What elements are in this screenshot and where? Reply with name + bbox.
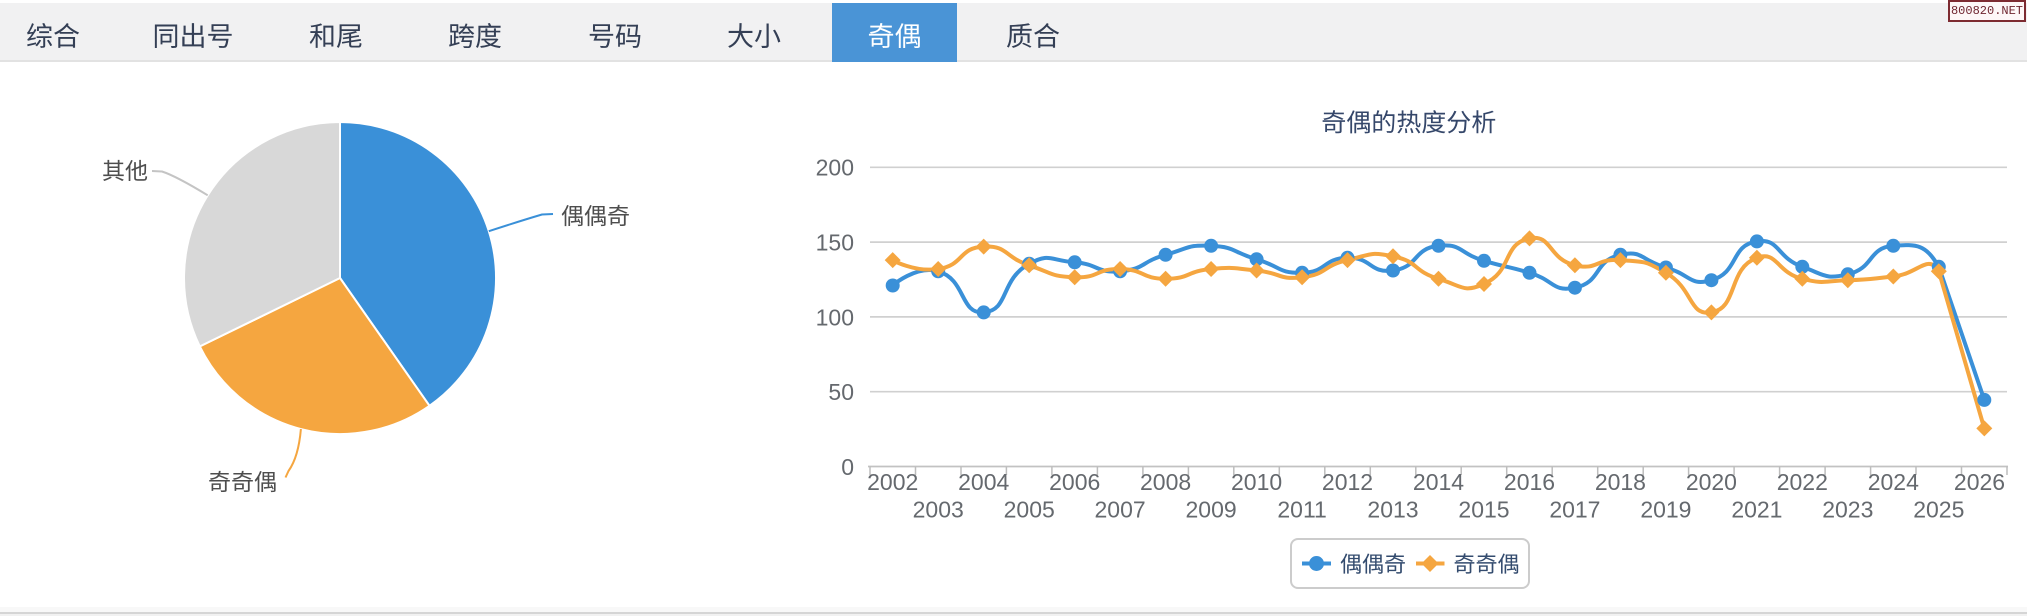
svg-text:2016: 2016: [1504, 469, 1555, 495]
svg-text:2025: 2025: [1913, 497, 1964, 523]
svg-text:2023: 2023: [1822, 497, 1873, 523]
svg-text:2002: 2002: [867, 469, 918, 495]
svg-text:150: 150: [816, 230, 854, 256]
svg-text:2026: 2026: [1954, 469, 2005, 495]
svg-text:0: 0: [841, 454, 854, 480]
svg-text:2012: 2012: [1322, 469, 1373, 495]
svg-text:2020: 2020: [1686, 469, 1737, 495]
svg-text:2004: 2004: [958, 469, 1009, 495]
svg-text:2021: 2021: [1731, 497, 1782, 523]
svg-text:2024: 2024: [1868, 469, 1919, 495]
svg-text:2017: 2017: [1549, 497, 1600, 523]
svg-text:2015: 2015: [1458, 497, 1509, 523]
svg-text:2011: 2011: [1277, 497, 1326, 523]
svg-text:2006: 2006: [1049, 469, 1100, 495]
svg-text:100: 100: [816, 304, 854, 330]
svg-text:2005: 2005: [1004, 497, 1055, 523]
svg-text:2014: 2014: [1413, 469, 1464, 495]
svg-text:2010: 2010: [1231, 469, 1282, 495]
svg-text:2018: 2018: [1595, 469, 1646, 495]
svg-text:2009: 2009: [1186, 497, 1237, 523]
svg-text:200: 200: [816, 155, 854, 181]
svg-text:2008: 2008: [1140, 469, 1191, 495]
svg-text:2022: 2022: [1777, 469, 1828, 495]
svg-text:2007: 2007: [1095, 497, 1146, 523]
svg-text:50: 50: [828, 379, 854, 405]
svg-text:2013: 2013: [1367, 497, 1418, 523]
svg-text:2019: 2019: [1640, 497, 1691, 523]
svg-text:2003: 2003: [913, 497, 964, 523]
